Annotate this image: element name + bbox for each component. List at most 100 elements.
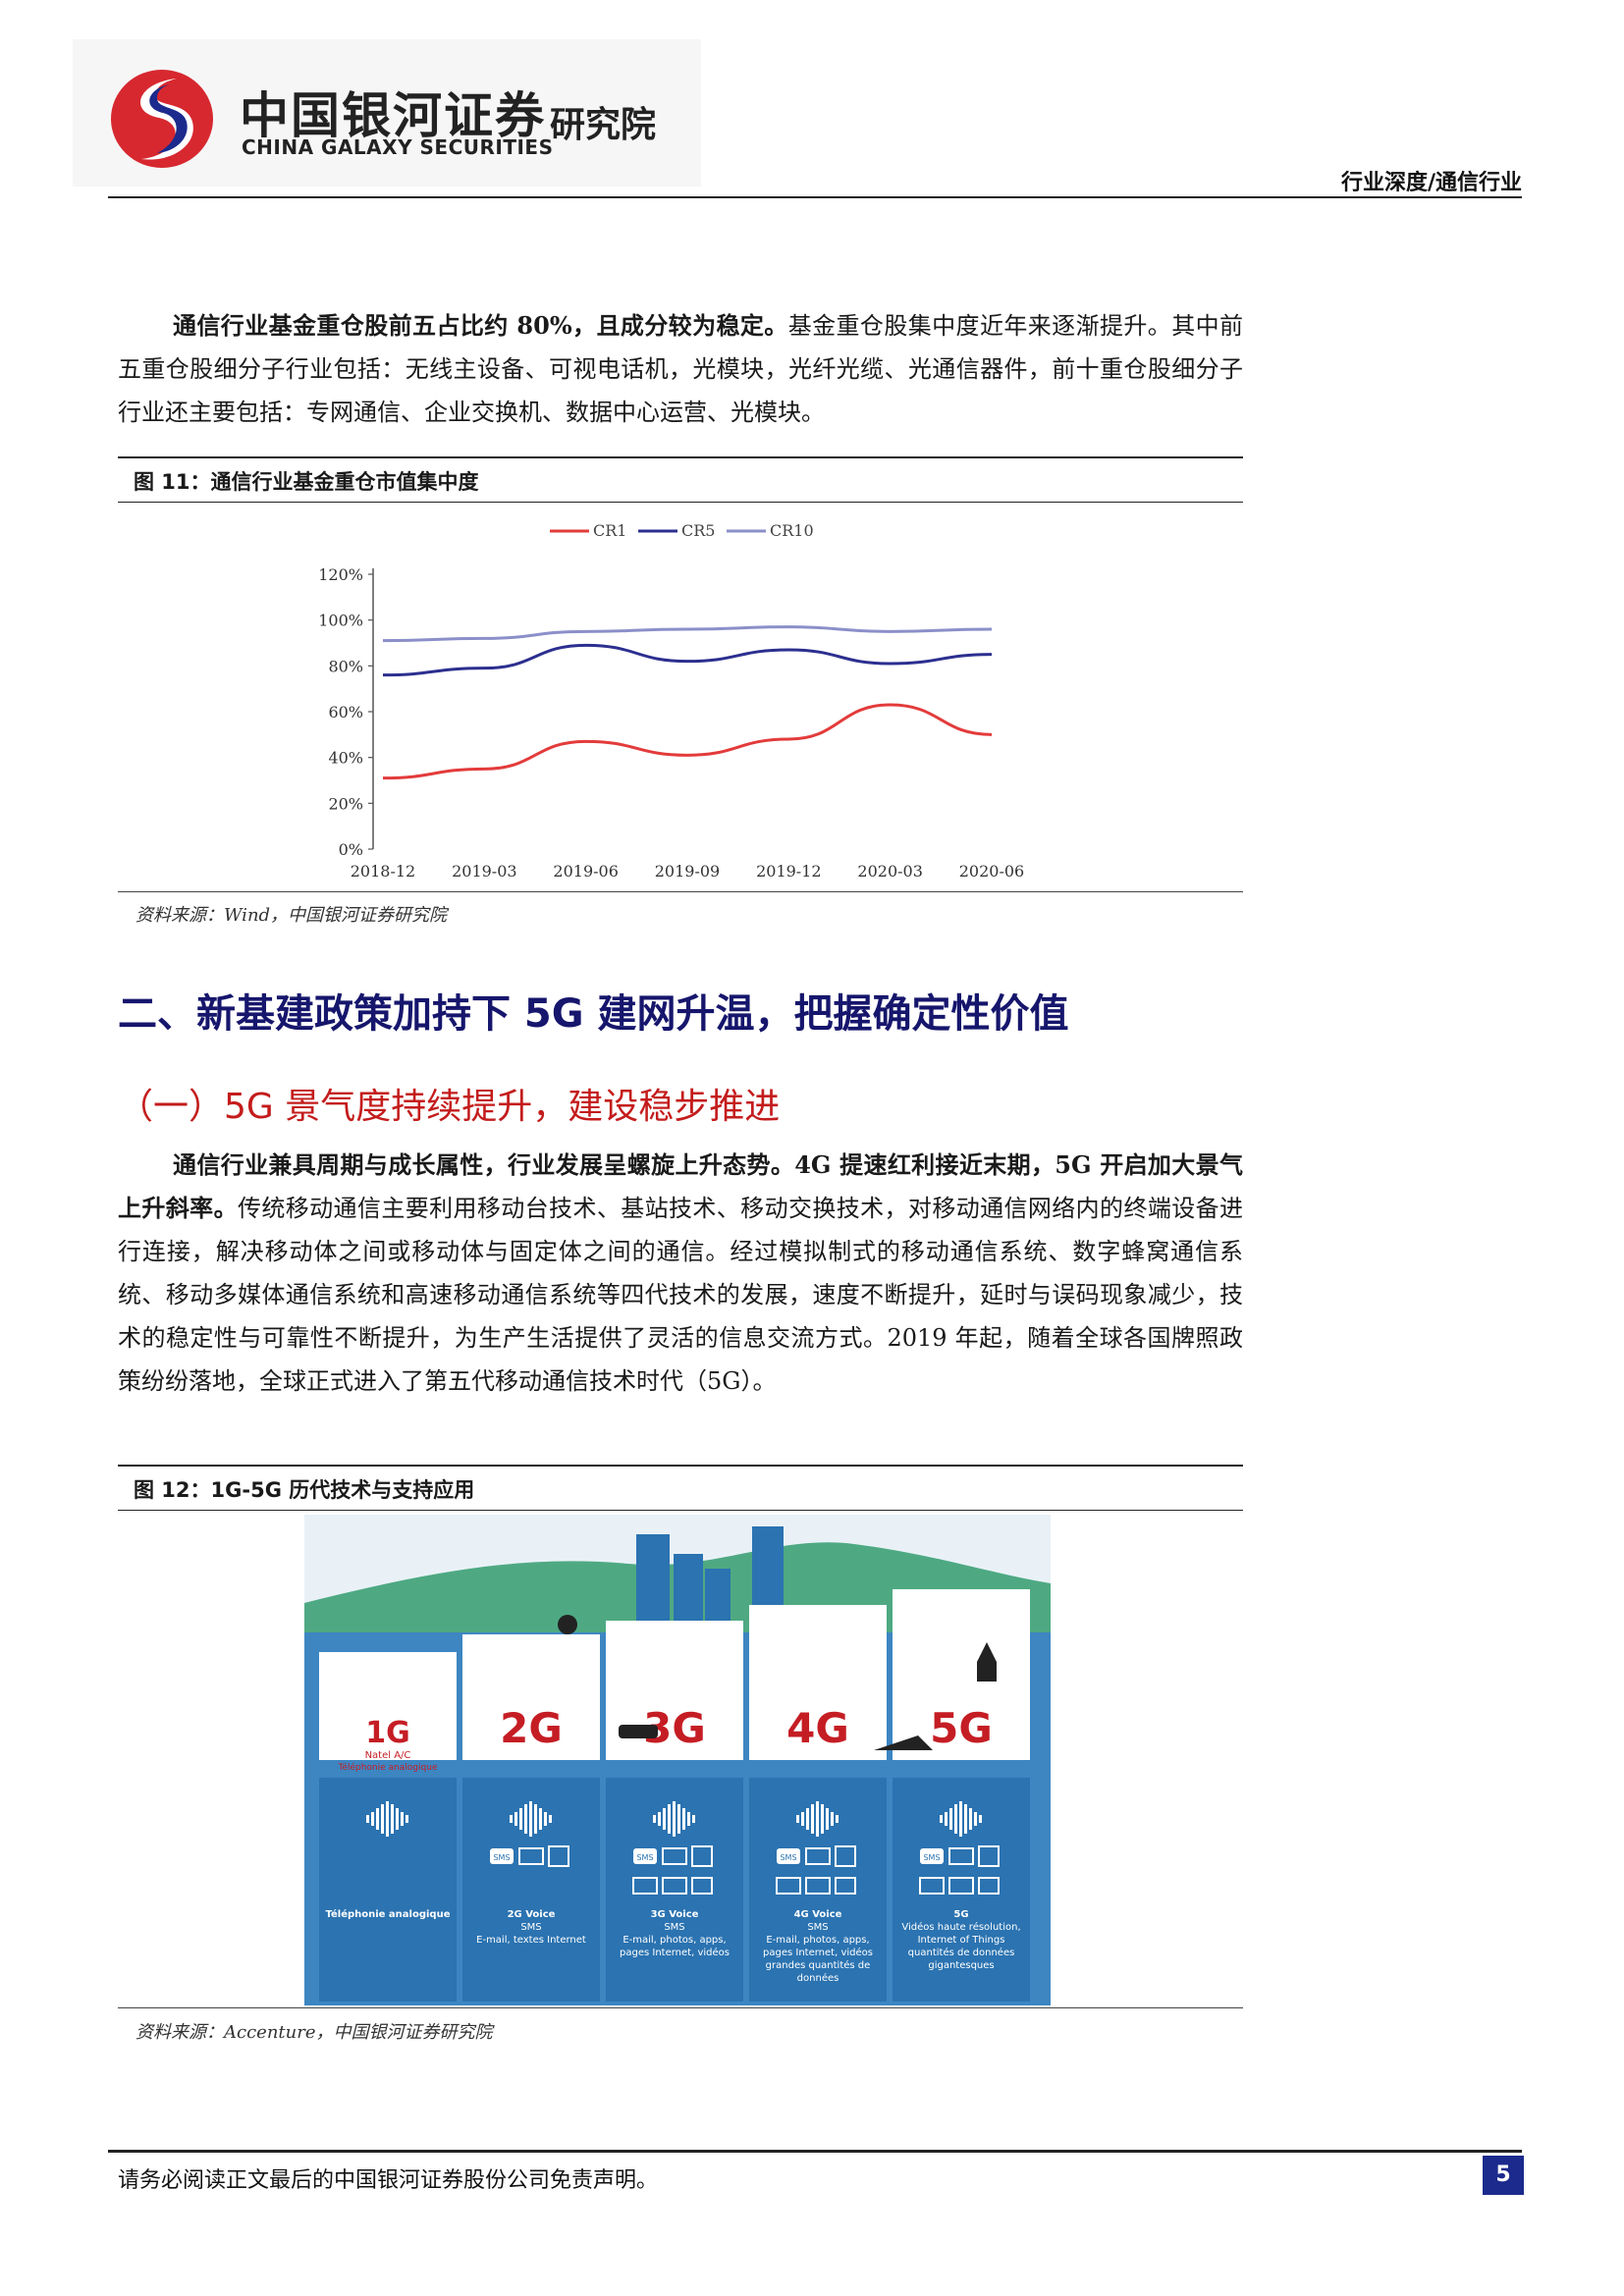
phone-icon xyxy=(548,1845,569,1867)
generation-description: SMS xyxy=(520,1922,541,1933)
generation-description: Internet of Things xyxy=(918,1935,1005,1946)
figure-12-title: 图 12：1G-5G 历代技术与支持应用 xyxy=(134,1478,475,1502)
sound-wave-icon xyxy=(796,1801,839,1837)
generation-description: SMS xyxy=(664,1922,684,1933)
paragraph-1-text: 基金重仓股集中度近年来逐渐提升。其中前五重仓股细分子行业包括：无线主设备、可视电… xyxy=(118,312,1244,426)
generation-description: E-mail, textes Internet xyxy=(476,1935,586,1946)
figure-12-bottom-rule xyxy=(118,2007,1243,2008)
car-icon xyxy=(619,1725,658,1738)
galaxy-logo-icon xyxy=(111,70,213,168)
generation-description: grandes quantités de xyxy=(766,1959,871,1971)
x-tick-label: 2019-09 xyxy=(655,862,720,881)
y-tick-label: 60% xyxy=(328,703,363,721)
figure-11-title-bar: 图 11：通信行业基金重仓市值集中度 xyxy=(118,456,1243,503)
figure-11-title: 图 11：通信行业基金重仓市值集中度 xyxy=(134,470,479,494)
generation-description: 2G Voice xyxy=(508,1909,556,1920)
generation-description: E-mail, photos, apps, xyxy=(623,1935,726,1946)
y-tick-label: 0% xyxy=(339,840,363,859)
headset-user-icon xyxy=(558,1615,577,1634)
section-heading: 二、新基建政策加持下 5G 建网升温，把握确定性价值 xyxy=(118,991,1069,1037)
figure-11-source: 资料来源：Wind，中国银河证券研究院 xyxy=(135,905,448,926)
generation-description: 5G xyxy=(953,1909,968,1920)
brand-name-cn: 中国银河证券 xyxy=(240,87,546,144)
y-tick-label: 80% xyxy=(328,657,363,675)
chart-y-axis: 0% 20% 40% 60% 80% 100% 120% xyxy=(318,565,374,859)
header-divider xyxy=(108,196,1522,198)
y-tick-label: 20% xyxy=(328,794,363,813)
chart-x-axis: 2018-12 2019-03 2019-06 2019-09 2019-12 2020-… xyxy=(351,862,1024,881)
city-buildings xyxy=(636,1526,784,1625)
generation-description: Téléphonie analogique xyxy=(325,1908,450,1920)
sound-wave-icon xyxy=(366,1801,408,1837)
generation-card xyxy=(462,1634,600,1760)
web-page-icon xyxy=(805,1877,831,1895)
x-tick-label: 2020-03 xyxy=(857,862,922,881)
sms-icon xyxy=(490,1848,514,1864)
decorative-icons xyxy=(558,1615,997,1750)
sound-wave-icon xyxy=(510,1801,552,1837)
envelope-icon xyxy=(948,1847,974,1865)
apps-grid-icon xyxy=(691,1845,713,1867)
envelope-icon xyxy=(662,1847,687,1865)
concentration-line-chart: CR1 CR5 CR10 0% 20% 40% 60% 80% 100% 120% 2018-1… xyxy=(318,521,1024,881)
photo-icon xyxy=(632,1877,658,1895)
series-line-cr1 xyxy=(382,703,993,780)
generation-description: Vidéos haute résolution, xyxy=(901,1921,1020,1933)
generation-description: SMS xyxy=(807,1922,828,1933)
x-tick-label: 2019-12 xyxy=(756,862,821,881)
legend-label-cr5: CR5 xyxy=(681,521,715,540)
generation-description: quantités de données xyxy=(908,1947,1015,1958)
figure-11-bottom-rule xyxy=(118,891,1243,892)
generation-name: 2G xyxy=(500,1704,563,1752)
paragraph-2-text: 传统移动通信主要利用移动台技术、基站技术、移动交换技术，对移动通信网络内的终端设… xyxy=(118,1195,1244,1395)
apps-grid-icon xyxy=(835,1845,856,1867)
generation-description: E-mail, photos, apps, xyxy=(766,1935,869,1946)
sms-icon xyxy=(777,1848,800,1864)
messaging-icons: SMS xyxy=(490,1845,569,1867)
y-tick-label: 120% xyxy=(318,565,363,584)
body-paragraph-1: 通信行业基金重仓股前五占比约 80%，且成分较为稳定。基金重仓股集中度近年来逐渐… xyxy=(118,304,1243,434)
generation-description: 3G Voice xyxy=(651,1909,699,1920)
web-page-icon xyxy=(948,1877,974,1895)
sms-icon-label: SMS xyxy=(780,1853,796,1862)
generation-description: 4G Voice xyxy=(794,1909,842,1920)
subsection-heading: （一）5G 景气度持续提升，建设稳步推进 xyxy=(118,1087,781,1127)
messaging-icons: SMS xyxy=(632,1845,713,1895)
legend-label-cr10: CR10 xyxy=(770,521,814,540)
sms-icon xyxy=(633,1848,657,1864)
generation-name: 4G xyxy=(786,1704,849,1752)
sound-wave-icon xyxy=(653,1801,695,1837)
generation-description: données xyxy=(797,1972,839,1984)
messaging-icons: SMS xyxy=(776,1845,856,1895)
footer-divider xyxy=(108,2150,1522,2153)
chart-series xyxy=(382,625,993,780)
video-icon xyxy=(978,1877,1000,1895)
y-tick-label: 100% xyxy=(318,612,363,630)
sound-wave-icon xyxy=(940,1801,982,1837)
body-paragraph-2: 通信行业兼具周期与成长属性，行业发展呈螺旋上升态势。4G 提速红利接近末期，5G… xyxy=(118,1144,1243,1403)
generation-description: pages Internet, vidéos xyxy=(763,1947,873,1958)
sms-icon-label: SMS xyxy=(636,1853,653,1862)
figure-12-title-bar: 图 12：1G-5G 历代技术与支持应用 xyxy=(118,1465,1243,1511)
paragraph-2-lead: 通信行业兼具周期与成长属性，行业发展呈螺旋上升态势。4G 提速红利接近末期，5G… xyxy=(118,1150,1243,1222)
generation-column-2g: 2G SMS 2G Voice SMS E-mail, textes Internet xyxy=(462,1634,600,2002)
x-tick-label: 2019-03 xyxy=(452,862,516,881)
generation-description: pages Internet, vidéos xyxy=(620,1947,730,1958)
photo-icon xyxy=(776,1877,801,1895)
y-tick-label: 40% xyxy=(328,749,363,768)
rocket-icon xyxy=(977,1642,997,1682)
page-number: 5 xyxy=(1483,2156,1524,2195)
sms-icon-label: SMS xyxy=(493,1853,510,1862)
web-page-icon xyxy=(662,1877,687,1895)
department-label: 研究院 xyxy=(550,105,657,145)
airplane-icon xyxy=(874,1735,933,1750)
envelope-icon xyxy=(805,1847,831,1865)
generation-card xyxy=(893,1589,1030,1760)
video-icon xyxy=(835,1877,856,1895)
generation-name: 1G xyxy=(365,1716,410,1750)
brand-name-en: CHINA GALAXY SECURITIES xyxy=(242,135,554,159)
